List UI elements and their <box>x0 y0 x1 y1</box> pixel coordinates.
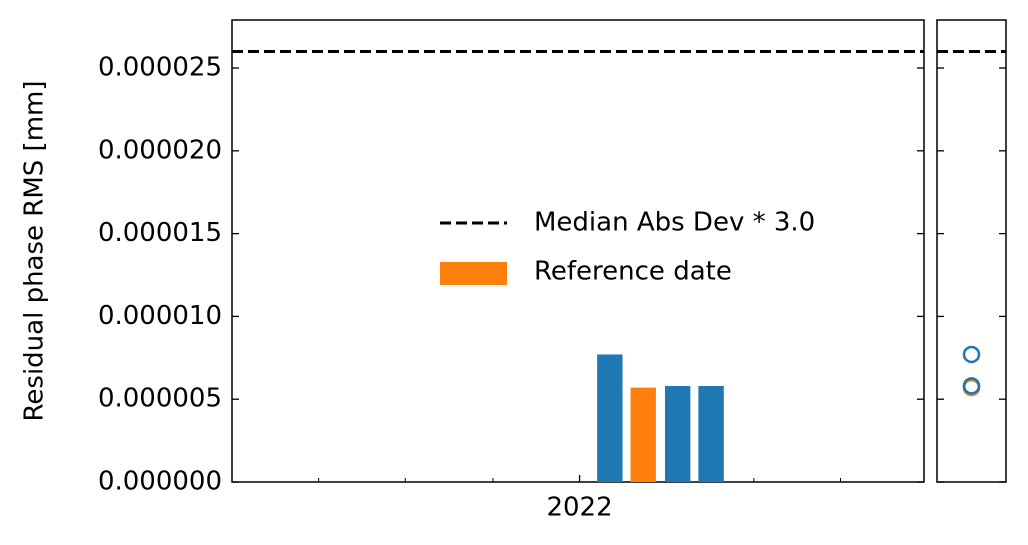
bar <box>597 354 623 482</box>
point <box>962 377 981 395</box>
y-tick-label: 0.000020 <box>98 135 222 165</box>
bar <box>664 385 691 482</box>
y-tick-label: 0.000000 <box>98 467 222 497</box>
legend-label: Median Abs Dev * 3.0 <box>534 208 815 238</box>
x-tick-label: 2022 <box>546 493 612 523</box>
point <box>962 345 981 364</box>
legend-swatch <box>440 262 507 285</box>
plot-area <box>936 19 1007 483</box>
y-tick-label: 0.000005 <box>98 384 222 414</box>
y-tick-label: 0.000010 <box>98 301 222 331</box>
bar <box>630 387 656 482</box>
y-tick-label: 0.000025 <box>98 53 222 83</box>
legend-label: Reference date <box>534 257 732 287</box>
plot-area <box>231 19 925 483</box>
y-tick-label: 0.000015 <box>98 218 222 248</box>
bar <box>698 385 724 482</box>
y-axis-label: Residual phase RMS [mm] <box>20 81 50 422</box>
